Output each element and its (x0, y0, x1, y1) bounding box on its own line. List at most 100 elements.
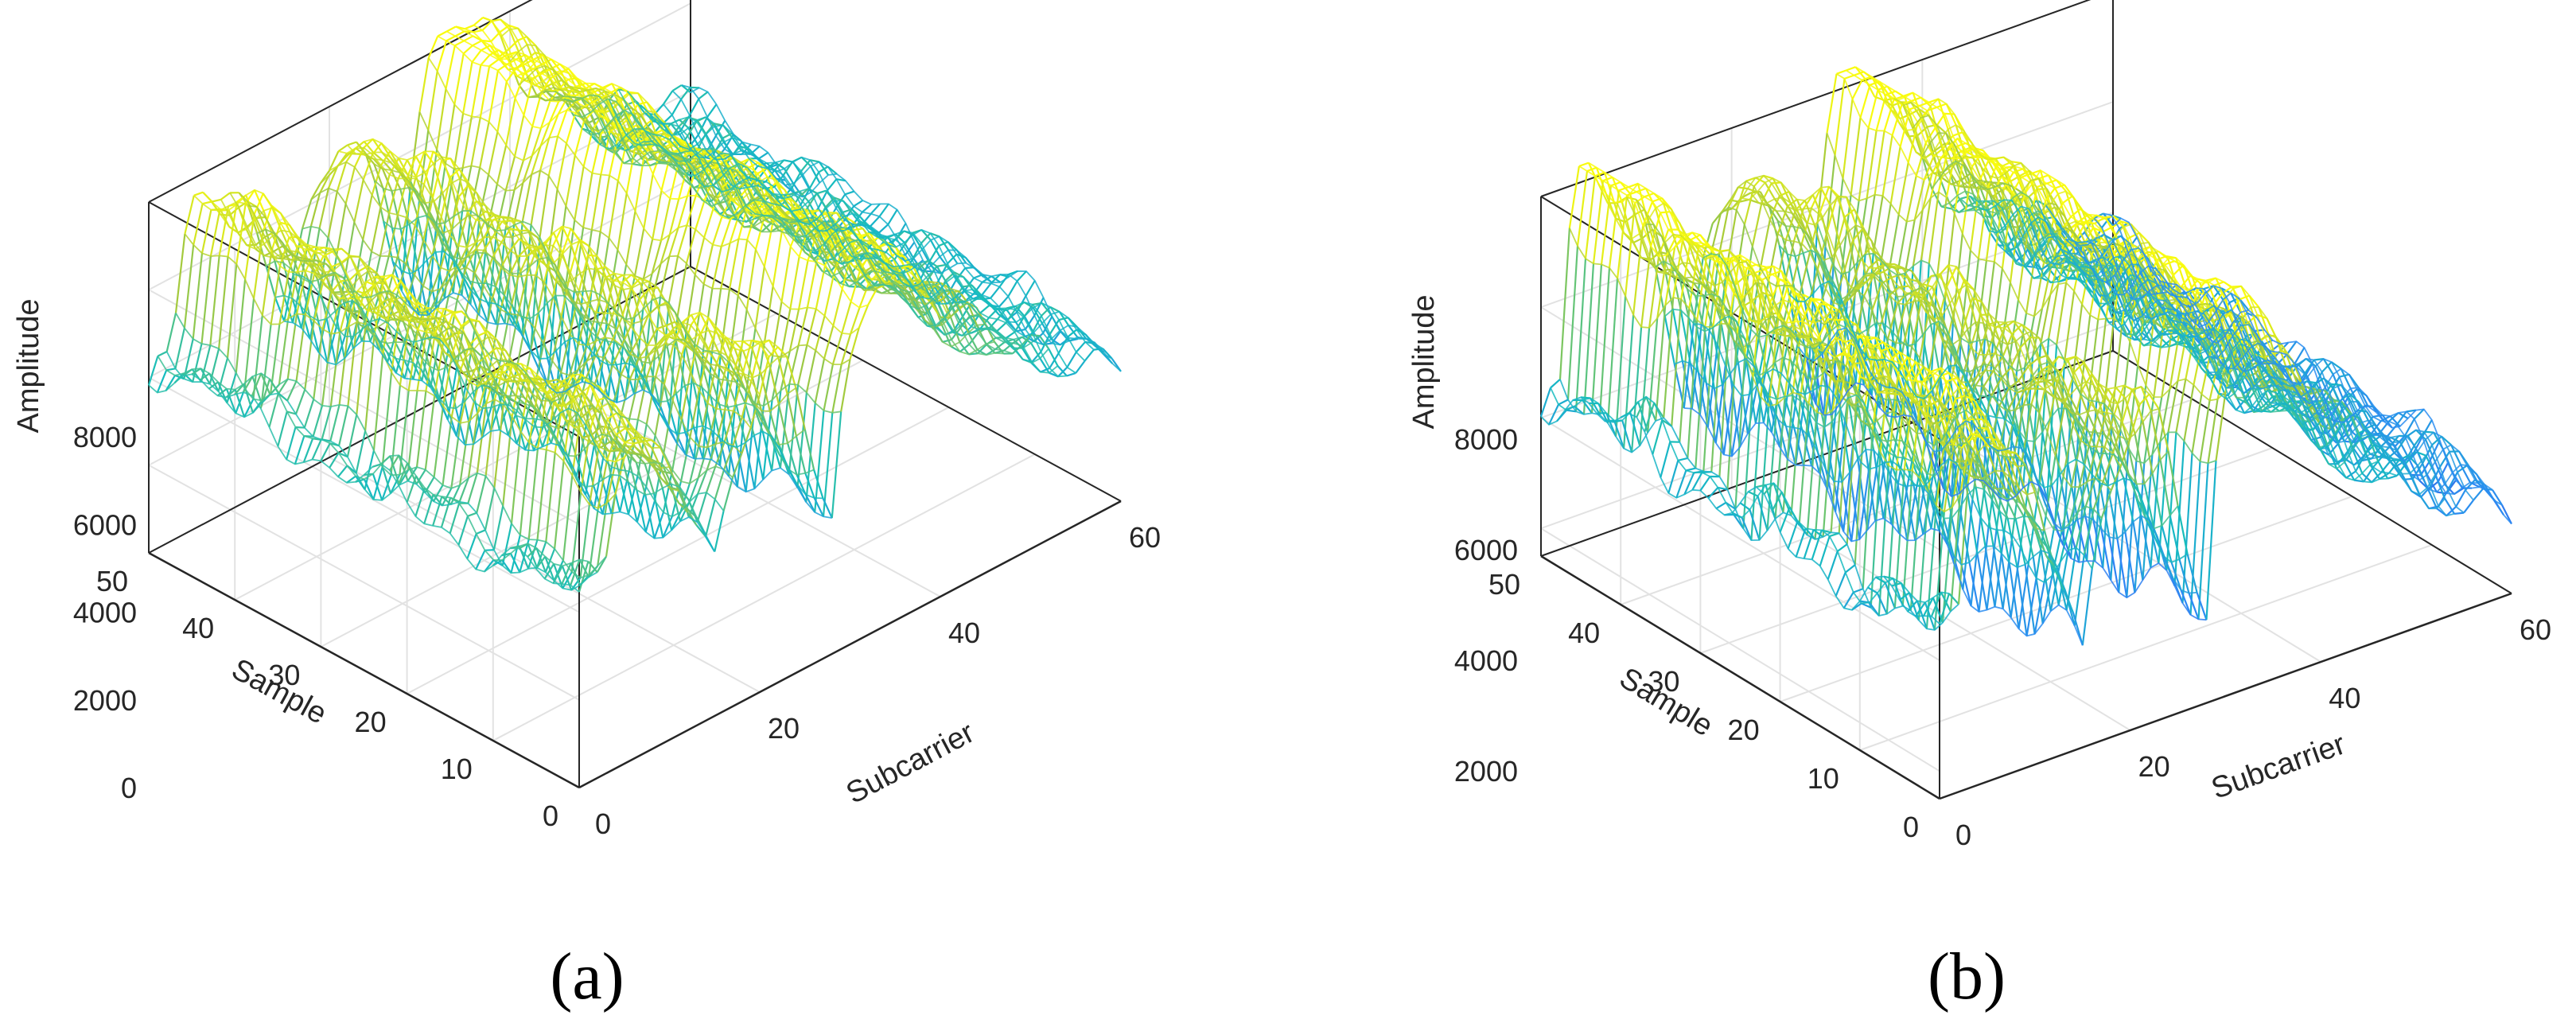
surface-mesh-segment (407, 187, 419, 218)
surface-mesh-segment (459, 221, 470, 257)
surface-mesh-segment (523, 58, 535, 65)
surface-mesh-segment (531, 146, 542, 175)
surface-mesh-segment (456, 312, 467, 368)
surface-mesh-segment (294, 389, 306, 414)
surface-mesh-segment (400, 280, 411, 301)
surface-mesh-segment (309, 315, 320, 353)
surface-mesh-segment (454, 30, 465, 37)
surface-mesh-segment (387, 214, 399, 257)
surface-mesh-segment (313, 255, 325, 274)
surface-mesh-segment (574, 120, 586, 156)
surface-mesh-segment (437, 30, 448, 37)
surface-mesh-segment (260, 372, 271, 395)
surface-mesh-segment (405, 178, 417, 218)
surface-mesh-segment (286, 426, 297, 460)
surface-mesh-segment (372, 151, 383, 161)
surface-mesh-segment (225, 388, 237, 414)
surface-mesh-segment (481, 45, 491, 52)
surface-mesh-segment (567, 77, 578, 80)
surface-mesh-segment (268, 393, 279, 428)
surface-mesh-segment (680, 87, 691, 100)
surface-mesh-segment (373, 180, 385, 222)
surface-mesh-segment (493, 230, 505, 268)
surface-mesh-segment (722, 132, 733, 139)
surface-mesh-segment (309, 193, 321, 228)
surface-mesh-segment (261, 251, 273, 316)
axis-box-edge (148, 0, 533, 203)
surface-mesh-segment (373, 281, 384, 337)
surface-mesh-segment (346, 475, 356, 484)
surface-mesh-segment (419, 337, 431, 367)
x-tick-label: 0 (595, 807, 611, 840)
surface-mesh-segment (261, 324, 272, 401)
surface-mesh-segment (611, 86, 621, 93)
surface-mesh-segment (508, 40, 519, 50)
grid-line-y-floor (234, 313, 777, 601)
surface-mesh-segment (438, 349, 449, 402)
surface-mesh-segment (461, 116, 473, 169)
surface-mesh-segment (278, 271, 290, 325)
surface-mesh-segment (583, 111, 594, 122)
surface-mesh-segment (327, 191, 338, 239)
surface-mesh-segment (510, 228, 520, 231)
surface-mesh-segment (379, 212, 391, 257)
surface-mesh-segment (836, 178, 846, 182)
surface-mesh-segment (468, 256, 480, 284)
surface-mesh-segment (477, 215, 488, 254)
surface-mesh-segment (548, 114, 559, 138)
surface-mesh-segment (193, 203, 204, 246)
surface-mesh-segment (590, 174, 602, 231)
x-tick-label: 20 (768, 712, 800, 745)
surface-mesh-segment (453, 53, 465, 105)
surface-mesh-segment (492, 241, 503, 259)
surface-mesh-segment (500, 36, 512, 62)
surface-mesh-segment (358, 265, 368, 272)
surface-mesh-segment (216, 387, 228, 397)
surface-mesh-segment (585, 82, 596, 93)
surface-mesh-segment (364, 335, 376, 431)
surface-mesh-segment (449, 168, 461, 178)
surface-mesh-segment (418, 216, 429, 315)
surface-mesh-segment (225, 388, 236, 399)
surface-mesh-segment (490, 31, 501, 42)
surface-mesh-segment (505, 98, 516, 146)
surface-mesh-segment (623, 158, 634, 165)
surface-mesh-segment (274, 297, 286, 322)
surface-mesh-segment (541, 68, 552, 75)
surface-mesh-segment (252, 232, 264, 299)
surface-mesh-segment (364, 153, 376, 181)
surface-mesh-segment (193, 191, 204, 196)
surface-mesh-segment (253, 189, 265, 212)
surface-mesh-segment (599, 175, 611, 232)
surface-mesh-segment (687, 121, 698, 137)
y-tick-label: 40 (182, 612, 214, 644)
surface-mesh-segment (403, 360, 414, 380)
surface-mesh-segment (568, 72, 579, 92)
surface-mesh-segment (415, 177, 426, 204)
surface-mesh-segment (547, 136, 559, 177)
surface-mesh-segment (439, 270, 450, 290)
surface-mesh-segment (508, 29, 519, 53)
surface-mesh-segment (464, 24, 475, 30)
surface-mesh-segment (444, 104, 456, 164)
surface-mesh-segment (428, 339, 440, 372)
axis-box-edge (690, 266, 1122, 502)
surface-mesh-segment (406, 159, 418, 178)
surface-mesh-segment (191, 368, 201, 375)
surface-mesh-segment (337, 144, 348, 153)
surface-mesh-segment (374, 284, 385, 309)
surface-mesh-segment (800, 159, 811, 172)
surface-mesh-segment (698, 173, 710, 195)
surface-mesh-segment (598, 303, 610, 391)
surface-mesh-segment (347, 321, 358, 407)
surface-mesh-segment (516, 53, 526, 60)
surface-mesh-segment (481, 407, 492, 438)
surface-mesh-segment (183, 244, 195, 329)
surface-mesh-segment (688, 98, 700, 116)
surface-mesh-segment (344, 166, 356, 204)
surface-mesh-segment (474, 220, 486, 243)
surface-mesh-segment (434, 251, 446, 299)
surface-mesh-segment (295, 314, 306, 382)
surface-mesh-segment (469, 216, 481, 305)
